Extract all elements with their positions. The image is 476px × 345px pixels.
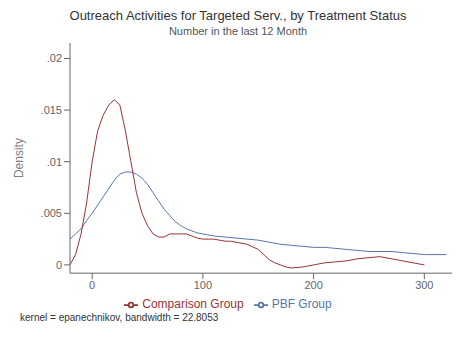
html-text:PBF Group: PBF Group [271,297,332,312]
svg-text:300: 300 [415,279,433,291]
svg-text:.005: .005 [41,207,62,219]
svg-text:.015: .015 [41,104,62,116]
svg-text:.01: .01 [47,156,62,168]
svg-text:Density: Density [12,138,26,178]
svg-text:.02: .02 [47,52,62,64]
html-text:Comparison Group: Comparison Group [142,297,244,312]
svg-text:0: 0 [56,259,62,271]
svg-text:100: 100 [194,279,212,291]
svg-text:200: 200 [304,279,322,291]
svg-text:0: 0 [89,279,95,291]
html-text:Outreach Activities for Target: Outreach Activities for Targeted Serv., … [69,8,407,23]
html-text:kernel = epanechnikov, bandwid: kernel = epanechnikov, bandwidth = 22.80… [20,312,219,323]
html-text:Number in the last 12 Month: Number in the last 12 Month [168,25,308,37]
